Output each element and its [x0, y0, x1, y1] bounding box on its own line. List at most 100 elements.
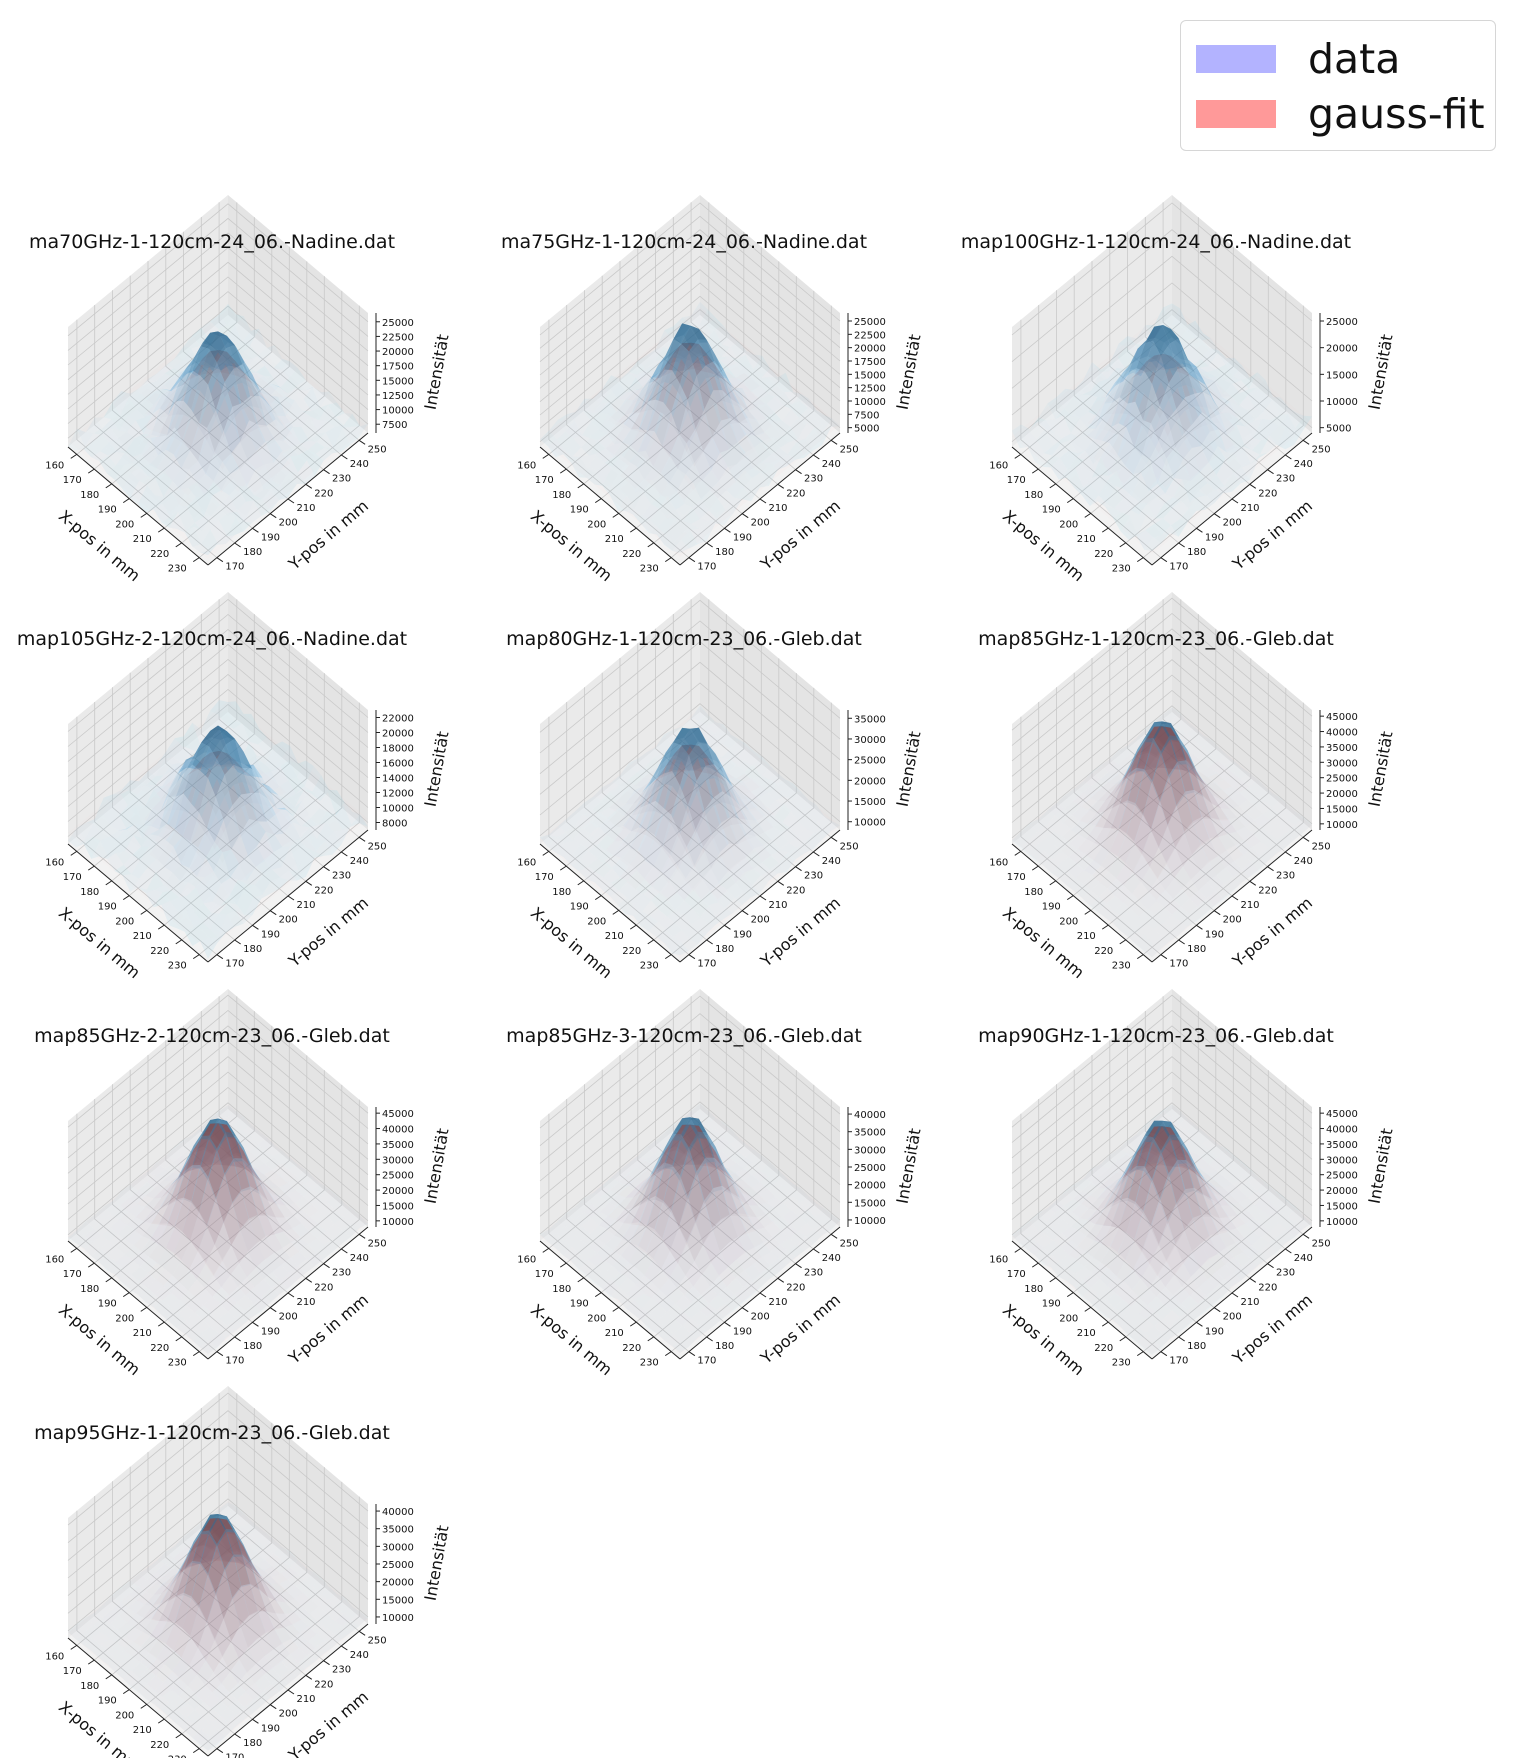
fit-surface-cell	[174, 810, 192, 838]
y-tick	[1249, 880, 1257, 886]
data-surface-cell	[1127, 368, 1145, 404]
data-surface-cell	[1232, 380, 1249, 394]
fit-surface-cell	[1105, 388, 1122, 403]
data-surface-cell	[122, 874, 140, 892]
data-surface-cell	[186, 497, 204, 523]
fit-surface-cell	[168, 391, 185, 417]
data-surface-cell	[661, 455, 678, 485]
fit-surface-cell	[1152, 381, 1169, 419]
grid-z	[1011, 309, 1313, 443]
z-tick-label: 10000	[1326, 820, 1358, 831]
data-surface-cell	[200, 746, 217, 779]
data-surface-cell	[212, 490, 230, 505]
grid-z	[67, 247, 369, 381]
surface-group	[540, 301, 840, 553]
data-surface-cell	[1138, 503, 1156, 519]
data-surface-cell	[1243, 446, 1260, 464]
data-surface-cell	[667, 492, 685, 510]
data-surface-cell	[258, 737, 275, 756]
data-surface-cell	[1256, 379, 1274, 397]
data-surface-cell	[271, 485, 288, 501]
data-surface-cell	[638, 399, 656, 431]
z-tick-label: 15000	[1326, 370, 1358, 381]
data-surface-cell	[335, 802, 353, 815]
data-surface-cell	[219, 513, 236, 537]
data-surface-cell	[158, 823, 175, 841]
data-surface-cell	[239, 366, 256, 375]
data-surface-cell	[156, 365, 174, 374]
z-axis-label: Intensität	[893, 730, 925, 808]
data-surface-cell	[1077, 435, 1095, 454]
data-surface-cell	[1130, 502, 1148, 515]
grid-y	[200, 614, 342, 853]
data-surface-cell	[636, 450, 654, 480]
data-surface-cell	[284, 426, 302, 428]
data-surface-cell	[192, 544, 210, 553]
data-surface-cell	[726, 481, 744, 498]
data-surface-cell	[1217, 446, 1235, 459]
fit-surface-cell	[256, 446, 274, 467]
data-surface-cell	[620, 371, 637, 379]
data-surface-cell	[199, 384, 216, 428]
data-surface-cell	[221, 473, 238, 496]
data-surface-cell	[174, 736, 192, 750]
data-surface-cell	[158, 427, 175, 456]
y-tick-label: 240	[1294, 459, 1313, 470]
grid-z	[539, 309, 841, 443]
data-surface-cell	[276, 807, 294, 817]
x-tick-label: 180	[1024, 490, 1043, 501]
data-surface-cell	[566, 410, 584, 421]
fit-surface-cell	[1112, 392, 1129, 414]
data-surface-cell	[1188, 497, 1206, 511]
fit-surface-cell	[233, 781, 251, 807]
data-surface-cell	[289, 471, 306, 485]
data-surface-cell	[263, 480, 281, 490]
z-tick-label: 16000	[382, 759, 414, 770]
data-surface-cell	[1214, 381, 1231, 397]
grid-x	[1038, 217, 1199, 470]
x-tick	[594, 498, 602, 504]
data-surface-cell	[1056, 388, 1074, 409]
data-surface-cell	[586, 472, 604, 485]
data-surface-cell	[635, 370, 653, 388]
fit-surface-cell	[724, 378, 742, 400]
data-surface-cell	[101, 427, 118, 443]
data-surface-cell	[1170, 308, 1188, 326]
data-surface-cell	[143, 808, 161, 826]
y-tick-label: 190	[261, 929, 280, 940]
data-surface-cell	[652, 473, 669, 497]
fit-surface-cell	[166, 414, 184, 438]
fit-surface-cell	[1134, 427, 1151, 459]
grid-z	[67, 643, 369, 777]
data-surface-cell	[68, 428, 85, 451]
data-surface-cell	[272, 369, 290, 388]
data-surface-cell	[736, 354, 754, 370]
data-surface-cell	[668, 468, 686, 493]
grid-y	[183, 628, 324, 868]
data-surface-cell	[163, 480, 181, 498]
data-surface-cell	[763, 437, 780, 455]
fit-surface-cell	[748, 409, 766, 422]
fit-surface-cell	[169, 778, 186, 798]
data-surface-cell	[1100, 357, 1118, 372]
data-surface-cell	[272, 758, 290, 771]
data-surface-cell	[645, 359, 663, 369]
data-surface-cell	[241, 793, 258, 822]
data-surface-cell	[1188, 360, 1206, 385]
data-surface-cell	[1145, 325, 1162, 344]
fit-surface-cell	[746, 435, 764, 452]
y-tick-label: 170	[225, 959, 244, 970]
grid-z	[539, 215, 841, 349]
data-surface-cell	[662, 412, 679, 456]
x-tick-label: 190	[570, 902, 589, 913]
data-surface-cell	[154, 384, 172, 392]
x-tick-label: 180	[1024, 887, 1043, 898]
grid-y	[655, 231, 796, 471]
fit-surface-cell	[160, 397, 177, 418]
y-tick-label: 180	[715, 944, 734, 955]
fit-surface-cell	[179, 770, 196, 781]
data-surface-cell	[233, 723, 251, 742]
data-surface-cell	[798, 407, 816, 425]
y-tick	[1196, 924, 1203, 930]
data-surface-cell	[1192, 446, 1209, 473]
